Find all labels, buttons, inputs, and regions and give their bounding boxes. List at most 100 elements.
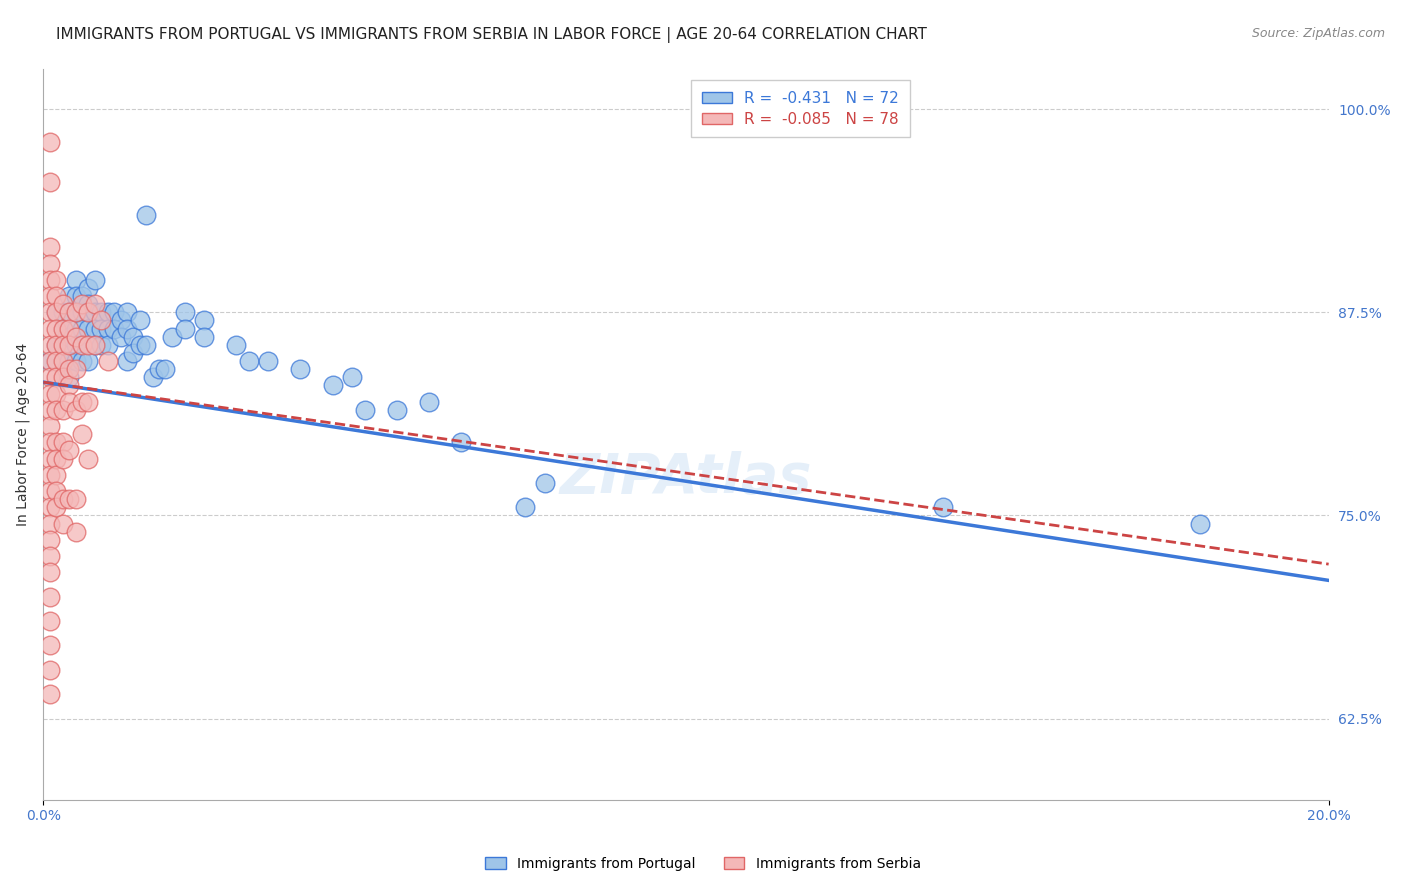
Point bbox=[83, 297, 105, 311]
Point bbox=[83, 338, 105, 352]
Point bbox=[52, 370, 75, 384]
Point bbox=[45, 321, 67, 335]
Point bbox=[52, 354, 75, 368]
Legend: Immigrants from Portugal, Immigrants from Serbia: Immigrants from Portugal, Immigrants fro… bbox=[479, 851, 927, 876]
Point bbox=[38, 533, 60, 547]
Point bbox=[90, 338, 112, 352]
Point bbox=[90, 305, 112, 319]
Point bbox=[385, 402, 408, 417]
Point bbox=[97, 354, 120, 368]
Point bbox=[97, 321, 120, 335]
Point bbox=[38, 549, 60, 563]
Point bbox=[58, 305, 80, 319]
Point bbox=[83, 338, 105, 352]
Point bbox=[257, 354, 280, 368]
Legend: R =  -0.431   N = 72, R =  -0.085   N = 78: R = -0.431 N = 72, R = -0.085 N = 78 bbox=[690, 79, 910, 137]
Point bbox=[65, 362, 87, 376]
Point bbox=[38, 451, 60, 466]
Point bbox=[65, 329, 87, 343]
Point bbox=[128, 313, 150, 327]
Point bbox=[77, 394, 100, 409]
Point bbox=[1189, 516, 1212, 531]
Point bbox=[65, 305, 87, 319]
Point bbox=[52, 402, 75, 417]
Point bbox=[115, 321, 138, 335]
Point bbox=[38, 500, 60, 515]
Point bbox=[193, 329, 215, 343]
Point bbox=[58, 354, 80, 368]
Point bbox=[45, 386, 67, 401]
Point bbox=[45, 500, 67, 515]
Point bbox=[38, 273, 60, 287]
Point bbox=[58, 329, 80, 343]
Point bbox=[77, 321, 100, 335]
Point bbox=[38, 175, 60, 189]
Point bbox=[83, 273, 105, 287]
Point bbox=[45, 305, 67, 319]
Point bbox=[225, 338, 247, 352]
Y-axis label: In Labor Force | Age 20-64: In Labor Force | Age 20-64 bbox=[15, 343, 30, 525]
Point bbox=[52, 354, 75, 368]
Point bbox=[238, 354, 260, 368]
Text: ZIPAtlas: ZIPAtlas bbox=[560, 451, 813, 505]
Point bbox=[65, 338, 87, 352]
Point bbox=[65, 402, 87, 417]
Point bbox=[52, 297, 75, 311]
Point bbox=[77, 305, 100, 319]
Point bbox=[38, 321, 60, 335]
Point bbox=[115, 305, 138, 319]
Point bbox=[418, 394, 440, 409]
Point bbox=[58, 289, 80, 303]
Point bbox=[58, 338, 80, 352]
Point bbox=[97, 305, 120, 319]
Point bbox=[58, 443, 80, 458]
Point bbox=[90, 321, 112, 335]
Point bbox=[290, 362, 312, 376]
Point bbox=[77, 451, 100, 466]
Point bbox=[932, 500, 955, 515]
Point bbox=[58, 305, 80, 319]
Point bbox=[38, 370, 60, 384]
Point bbox=[38, 135, 60, 149]
Point bbox=[160, 329, 183, 343]
Point bbox=[90, 313, 112, 327]
Point bbox=[77, 354, 100, 368]
Point bbox=[38, 687, 60, 701]
Point bbox=[38, 566, 60, 580]
Point bbox=[142, 370, 165, 384]
Point bbox=[353, 402, 375, 417]
Point bbox=[340, 370, 363, 384]
Point bbox=[148, 362, 170, 376]
Point bbox=[52, 338, 75, 352]
Point bbox=[52, 321, 75, 335]
Text: IMMIGRANTS FROM PORTUGAL VS IMMIGRANTS FROM SERBIA IN LABOR FORCE | AGE 20-64 CO: IMMIGRANTS FROM PORTUGAL VS IMMIGRANTS F… bbox=[56, 27, 927, 43]
Point bbox=[155, 362, 177, 376]
Point bbox=[38, 386, 60, 401]
Point bbox=[70, 354, 93, 368]
Point bbox=[110, 313, 132, 327]
Point bbox=[38, 614, 60, 628]
Point bbox=[65, 273, 87, 287]
Point bbox=[65, 289, 87, 303]
Point bbox=[70, 338, 93, 352]
Point bbox=[45, 467, 67, 482]
Point bbox=[38, 435, 60, 450]
Point bbox=[173, 321, 195, 335]
Point bbox=[38, 338, 60, 352]
Point bbox=[70, 289, 93, 303]
Point bbox=[45, 435, 67, 450]
Point bbox=[77, 297, 100, 311]
Point bbox=[83, 321, 105, 335]
Point bbox=[65, 321, 87, 335]
Point bbox=[70, 427, 93, 442]
Point bbox=[45, 338, 67, 352]
Point bbox=[38, 467, 60, 482]
Point bbox=[38, 305, 60, 319]
Point bbox=[193, 313, 215, 327]
Point bbox=[38, 483, 60, 498]
Point bbox=[52, 492, 75, 507]
Point bbox=[38, 419, 60, 434]
Point bbox=[122, 346, 145, 360]
Point bbox=[45, 354, 67, 368]
Point bbox=[58, 370, 80, 384]
